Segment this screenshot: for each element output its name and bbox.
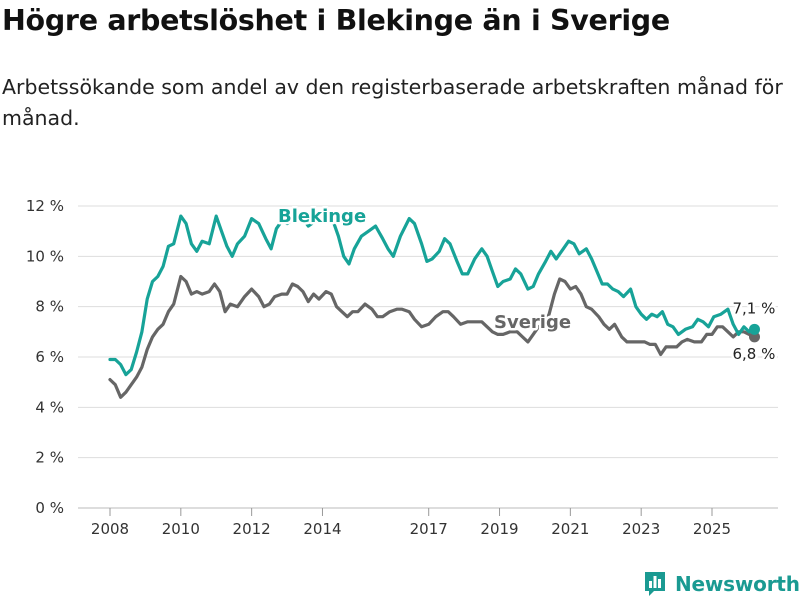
end-label-blekinge: 7,1 % [732,299,775,317]
x-tick-label: 2019 [480,520,518,538]
series-label-blekinge: Blekinge [278,206,366,227]
series-layer [108,214,760,399]
y-tick-label: 12 % [26,197,64,215]
x-tick-label: 2014 [303,520,341,538]
y-tick-label: 0 % [35,499,64,517]
brand-name: Newsworthy [675,572,800,596]
x-tick-label: 2010 [162,520,200,538]
x-axis: 2008 2010 2012 2014 2017 2019 2021 2023 2025 [91,508,731,538]
chart-title: Högre arbetslöshet i Blekinge än i Sveri… [2,4,670,37]
newsworthy-brand[interactable]: Newsworthy [643,568,800,600]
y-tick-label: 2 % [35,449,64,467]
end-point-sverige [748,331,760,343]
end-point-blekinge [748,323,760,335]
y-axis: 0 % 2 % 4 % 6 % 8 % 10 % 12 % [26,197,64,517]
x-tick-label: 2017 [410,520,448,538]
series-line-blekinge [108,214,757,377]
y-tick-label: 4 % [35,398,64,416]
series-label-sverige: Sverige [494,312,571,333]
y-tick-label: 10 % [26,247,64,265]
newsworthy-logo-icon [645,572,665,596]
end-label-sverige: 6,8 % [732,345,775,363]
chart-subtitle: Arbetssökande som andel av den registerb… [2,75,783,130]
gridlines [78,205,778,509]
y-tick-label: 6 % [35,348,64,366]
x-tick-label: 2025 [693,520,731,538]
x-tick-label: 2008 [91,520,129,538]
y-tick-label: 8 % [35,298,64,316]
x-tick-label: 2021 [551,520,589,538]
x-tick-label: 2012 [233,520,271,538]
series-labels: Blekinge Sverige 7,1 % 6,8 % [276,204,778,366]
x-tick-label: 2023 [622,520,660,538]
series-line-sverige [108,274,757,399]
